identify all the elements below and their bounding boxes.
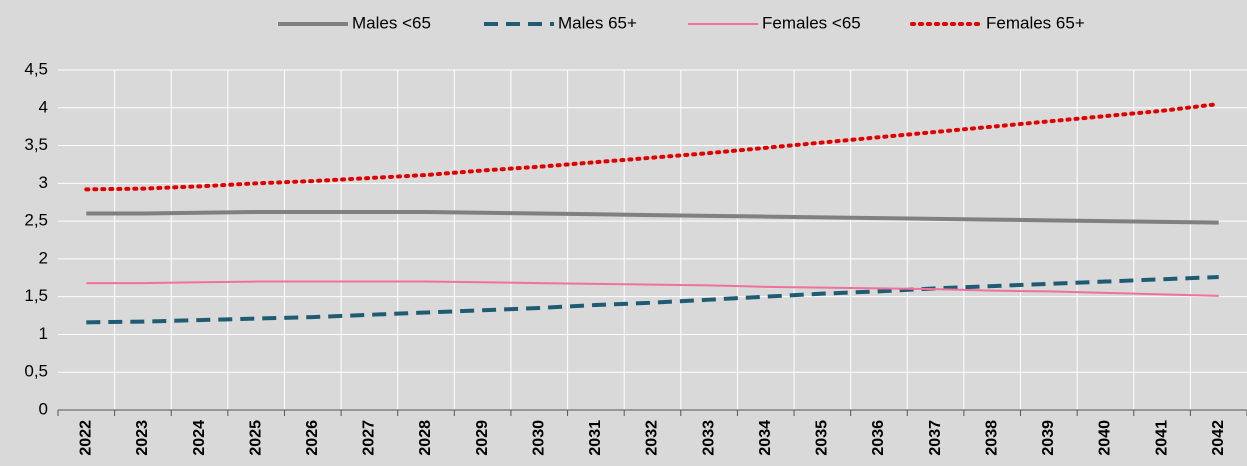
x-tick-label: 2027 [361, 420, 378, 456]
series-line [86, 280, 1219, 297]
x-tick-label: 2034 [757, 420, 774, 456]
series-line [84, 102, 1221, 192]
legend-label: Females 65+ [986, 13, 1085, 32]
x-tick-label: 2025 [247, 420, 264, 456]
legend-label: Females <65 [762, 13, 861, 32]
x-tick-label: 2030 [530, 420, 547, 456]
y-tick-label: 4 [39, 97, 48, 116]
y-tick-label: 0,5 [24, 362, 48, 381]
y-tick-label: 0 [39, 399, 48, 418]
x-tick-label: 2033 [700, 420, 717, 456]
x-tick-label: 2029 [474, 420, 491, 456]
y-tick-label: 3 [39, 173, 48, 192]
y-tick-label: 4,5 [24, 59, 48, 78]
x-tick-label: 2035 [814, 420, 831, 456]
x-tick-label: 2024 [191, 420, 208, 456]
series-line [86, 210, 1219, 225]
y-tick-label: 1,5 [24, 286, 48, 305]
x-tick-label: 2042 [1210, 420, 1227, 456]
y-tick-label: 1 [39, 324, 48, 343]
x-tick-label: 2036 [870, 420, 887, 456]
y-tick-label: 2,5 [24, 211, 48, 230]
x-tick-label: 2037 [927, 420, 944, 456]
y-tick-label: 2 [39, 248, 48, 267]
x-tick-label: 2040 [1097, 420, 1114, 456]
x-tick-label: 2023 [134, 420, 151, 456]
x-tick-label: 2022 [78, 420, 95, 456]
x-tick-label: 2028 [417, 420, 434, 456]
x-tick-label: 2038 [983, 420, 1000, 456]
series-line [86, 275, 1219, 325]
x-tick-label: 2031 [587, 420, 604, 456]
legend-label: Males <65 [352, 13, 431, 32]
x-tick-label: 2041 [1153, 420, 1170, 456]
legend-label: Males 65+ [558, 13, 637, 32]
x-tick-label: 2032 [644, 420, 661, 456]
x-tick-label: 2039 [1040, 420, 1057, 456]
x-tick-label: 2026 [304, 420, 321, 456]
y-tick-label: 3,5 [24, 135, 48, 154]
